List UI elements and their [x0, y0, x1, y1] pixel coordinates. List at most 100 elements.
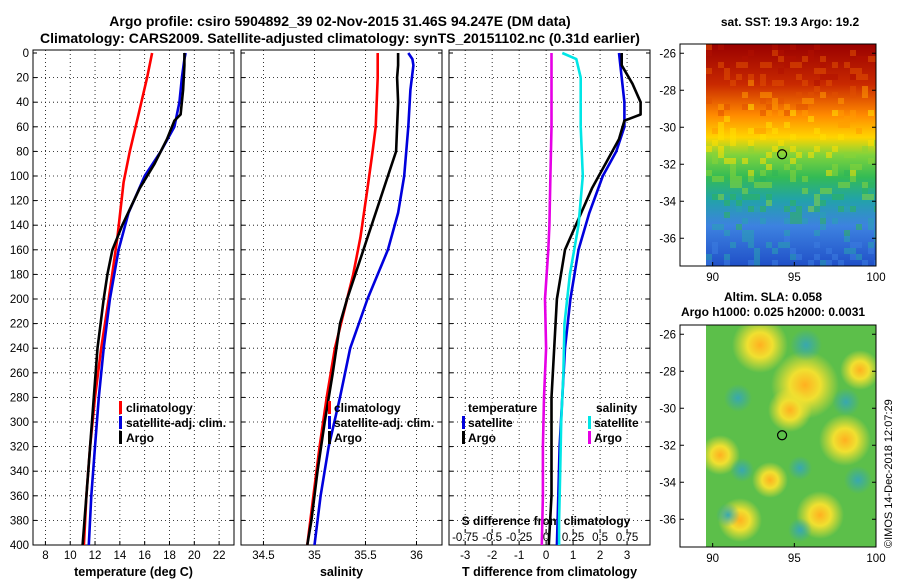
sst-pixel: [712, 224, 718, 230]
secondary-x-tick-label: -0.5: [482, 532, 502, 544]
x-tick-label: 12: [89, 550, 102, 562]
x-tick-label: 18: [163, 550, 176, 562]
legend-heading-temperature: temperature: [468, 401, 538, 415]
sst-pixel: [754, 254, 760, 260]
sst-pixel: [706, 146, 712, 152]
series-line-argo: [81, 53, 186, 545]
sst-pixel: [808, 152, 814, 158]
sst-pixel: [742, 218, 748, 224]
sst-pixel: [724, 254, 730, 260]
legend-label-t-argo: Argo: [468, 431, 496, 445]
lat-tick-label: -36: [659, 233, 676, 245]
title-line-1: Argo profile: csiro 5904892_39 02-Nov-20…: [109, 13, 570, 29]
sst-pixel: [766, 194, 772, 200]
sst-pixel: [850, 242, 856, 248]
sst-pixel: [736, 200, 742, 206]
sst-pixel: [850, 110, 856, 116]
depth-tick-label: 340: [10, 466, 29, 478]
sst-pixel: [850, 254, 856, 260]
sst-pixel: [850, 170, 856, 176]
legend-swatch-s-argo: [588, 431, 591, 444]
sst-pixel: [844, 122, 850, 128]
sla-low-blob: [724, 384, 752, 412]
secondary-x-tick-label: 0.5: [592, 532, 608, 544]
x-axis-label: salinity: [320, 565, 363, 579]
sst-pixel: [718, 134, 724, 140]
sst-pixel: [808, 260, 814, 266]
lat-tick-label: -36: [659, 514, 676, 526]
sst-pixel: [862, 188, 868, 194]
legend-swatch-t-satellite: [462, 416, 465, 429]
sst-pixel: [790, 62, 796, 68]
legend-swatch-argo: [119, 431, 122, 444]
legend-swatch-climatology: [328, 401, 331, 414]
sst-pixel: [856, 224, 862, 230]
sst-pixel: [748, 170, 754, 176]
sst-pixel: [766, 62, 772, 68]
sst-pixel: [754, 206, 760, 212]
depth-tick-label: 100: [10, 171, 29, 183]
sst-pixel: [718, 62, 724, 68]
sst-pixel: [838, 98, 844, 104]
salinity-panel: 34.5 35 35.5 36 salinity: [240, 49, 443, 579]
sst-pixel: [850, 116, 856, 122]
sst-pixel: [820, 188, 826, 194]
sst-pixel: [742, 104, 748, 110]
sst-pixel: [844, 62, 850, 68]
sst-pixel: [778, 110, 784, 116]
sst-pixel: [790, 56, 796, 62]
legend-swatch-argo: [328, 431, 331, 444]
sst-pixel: [868, 224, 874, 230]
sst-pixel: [718, 146, 724, 152]
salinity-legend: climatology satellite-adj. clim. Argo: [328, 401, 434, 445]
depth-tick-label: 0: [23, 48, 29, 60]
sst-pixel: [820, 200, 826, 206]
sst-pixel: [874, 206, 876, 212]
sst-pixel: [724, 104, 730, 110]
sst-pixel: [742, 188, 748, 194]
sst-pixel: [766, 200, 772, 206]
sst-pixel: [772, 80, 778, 86]
sst-pixel: [730, 164, 736, 170]
sst-pixel: [718, 176, 724, 182]
sst-pixel: [796, 104, 802, 110]
depth-tick-label: 260: [10, 368, 29, 380]
x-tick-label: 1: [570, 550, 576, 562]
x-tick-label: 14: [113, 550, 126, 562]
sst-pixel: [766, 104, 772, 110]
sst-pixel: [838, 110, 844, 116]
sst-pixel: [850, 92, 856, 98]
sst-pixel: [730, 134, 736, 140]
sst-pixel: [748, 80, 754, 86]
sst-pixel: [742, 194, 748, 200]
depth-tick-label: 300: [10, 417, 29, 429]
depth-tick-label: 160: [10, 245, 29, 257]
sst-pixel: [724, 260, 730, 266]
sst-pixel: [802, 104, 808, 110]
sst-pixel: [826, 248, 832, 254]
plot-frame: [240, 49, 443, 546]
sst-pixel: [832, 164, 838, 170]
sst-pixel: [778, 140, 784, 146]
sst-pixel: [856, 128, 862, 134]
sst-pixel: [814, 206, 820, 212]
sst-pixel: [724, 62, 730, 68]
x-tick-label: 20: [188, 550, 201, 562]
sst-pixel: [760, 92, 766, 98]
sst-pixel: [760, 98, 766, 104]
sst-pixel: [790, 158, 796, 164]
sst-pixel: [724, 68, 730, 74]
sst-pixel: [802, 56, 808, 62]
sst-pixel: [808, 50, 814, 56]
sst-pixel: [766, 152, 772, 158]
sst-pixel-texture: [706, 44, 876, 266]
sst-pixel: [790, 170, 796, 176]
sst-pixel: [736, 74, 742, 80]
lat-tick-label: -30: [659, 122, 676, 134]
sst-pixel: [802, 176, 808, 182]
secondary-x-tick-label: -0.75: [452, 532, 478, 544]
x-tick-label: 10: [64, 550, 77, 562]
sst-pixel: [802, 80, 808, 86]
sst-pixel: [742, 62, 748, 68]
sst-pixel: [838, 134, 844, 140]
